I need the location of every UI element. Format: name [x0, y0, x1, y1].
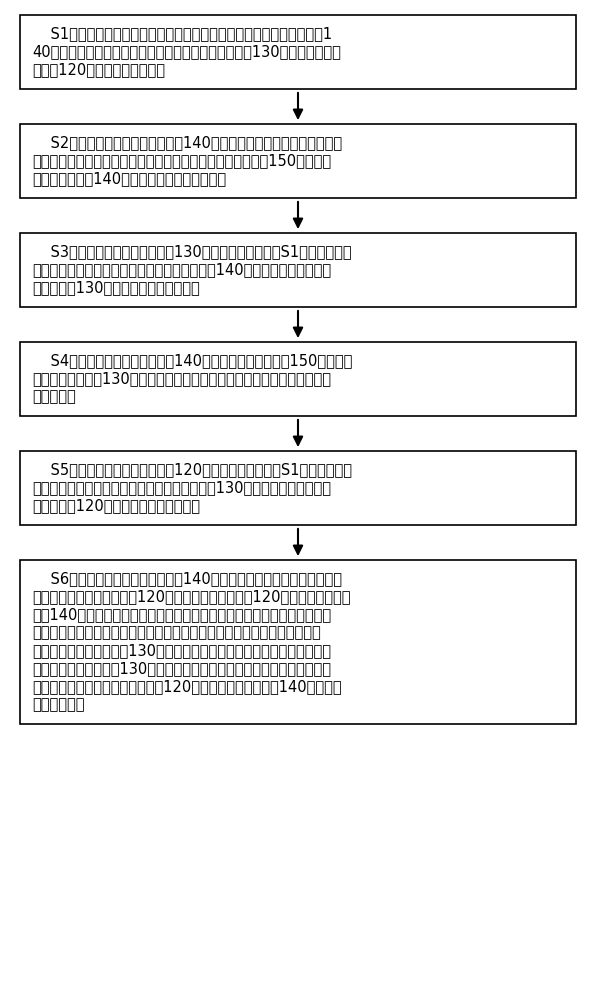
Text: 所述中间相变材料层（130）；随后经过光刻去胶工序去除第三次光刻曝光: 所述中间相变材料层（130）；随后经过光刻去胶工序去除第三次光刻曝光: [32, 662, 331, 676]
Text: 的光刻胶；: 的光刻胶；: [32, 389, 76, 404]
Text: ，使用第三次光刻曝光工序在中间相变材料层（130）的上表面形成上层电: ，使用第三次光刻曝光工序在中间相变材料层（130）的上表面形成上层电: [32, 481, 331, 495]
Text: 工序的光刻胶；上层电极材料层（120）和下层电极材料层（140）可进行: 工序的光刻胶；上层电极材料层（120）和下层电极材料层（140）可进行: [32, 680, 342, 694]
Bar: [20, 15, 576, 89]
Text: 有所述中间相变材料层（130），部分或全部非正对面积分量也对应设置有: 有所述中间相变材料层（130），部分或全部非正对面积分量也对应设置有: [32, 644, 331, 658]
Text: S1、首先经过第一次光刻曝光工序在硅基底上形成下层电极材料层（1: S1、首先经过第一次光刻曝光工序在硅基底上形成下层电极材料层（1: [32, 26, 332, 41]
Text: 40）的光刻胶掩膜版图形，以及用于中间相变材料层（130）、上层电极材: 40）的光刻胶掩膜版图形，以及用于中间相变材料层（130）、上层电极材: [32, 44, 341, 60]
Text: 变材料层（130）的光刻胶掩膜版图形；: 变材料层（130）的光刻胶掩膜版图形；: [32, 280, 200, 296]
Text: S5、在开始上层电极材料层（120）制备前，利用步骤S1中的定标图形: S5、在开始上层电极材料层（120）制备前，利用步骤S1中的定标图形: [32, 462, 352, 478]
Text: 层（140）一者相对于另一者均具有水平投影面积重叠的正对面积分量，也: 层（140）一者相对于另一者均具有水平投影面积重叠的正对面积分量，也: [32, 607, 331, 622]
Bar: [20, 342, 576, 416]
Text: 中间相变材料层（130），随后经过光刻去胶工序去除第二次光刻曝光工序: 中间相变材料层（130），随后经过光刻去胶工序去除第二次光刻曝光工序: [32, 371, 331, 386]
Text: S2、然后生长下层电极材料层（140），经过光刻去胶工序去除第一次: S2、然后生长下层电极材料层（140），经过光刻去胶工序去除第一次: [32, 135, 342, 150]
Text: S3、在开始中间相变材料层（130）制备前，利用步骤S1中的定标图形: S3、在开始中间相变材料层（130）制备前，利用步骤S1中的定标图形: [32, 244, 352, 259]
Bar: [20, 233, 576, 307]
Text: ，使用第二次光刻曝光工序在下层电极材料层（140）的上表面形成中间相: ，使用第二次光刻曝光工序在下层电极材料层（140）的上表面形成中间相: [32, 262, 331, 277]
Text: 式，生长上层电极材料层（120），上层电极材料层（120）与下层电极材料: 式，生长上层电极材料层（120），上层电极材料层（120）与下层电极材料: [32, 589, 350, 604]
Text: 源漏端交换。: 源漏端交换。: [32, 698, 85, 712]
Text: 料层（120）对准的定标图形；: 料层（120）对准的定标图形；: [32, 62, 165, 78]
Text: S4、然后在下层电极材料层（140）和绝缘介质保护层（150）上生长: S4、然后在下层电极材料层（140）和绝缘介质保护层（150）上生长: [32, 354, 352, 368]
Text: 层电极材料层（140）光刻后形成的侧方空隙；: 层电极材料层（140）光刻后形成的侧方空隙；: [32, 172, 226, 186]
Text: 光刻曝光工序的光刻胶，此时需要沉积一层绝缘介质保护层（150）填充下: 光刻曝光工序的光刻胶，此时需要沉积一层绝缘介质保护层（150）填充下: [32, 153, 331, 168]
Text: S6、然后以与下层电极材料层（140）形成部分交叠上下电极结构的方: S6、然后以与下层电极材料层（140）形成部分交叠上下电极结构的方: [32, 572, 342, 586]
Bar: [20, 124, 576, 198]
Text: 具有水平投影面积不重叠的非正对面积分量，且正对面积分量全部对应设置: 具有水平投影面积不重叠的非正对面积分量，且正对面积分量全部对应设置: [32, 626, 321, 641]
Text: 极材料层（120）的光刻胶掩膜版图形；: 极材料层（120）的光刻胶掩膜版图形；: [32, 498, 200, 514]
Bar: [20, 560, 576, 724]
Bar: [20, 451, 576, 525]
